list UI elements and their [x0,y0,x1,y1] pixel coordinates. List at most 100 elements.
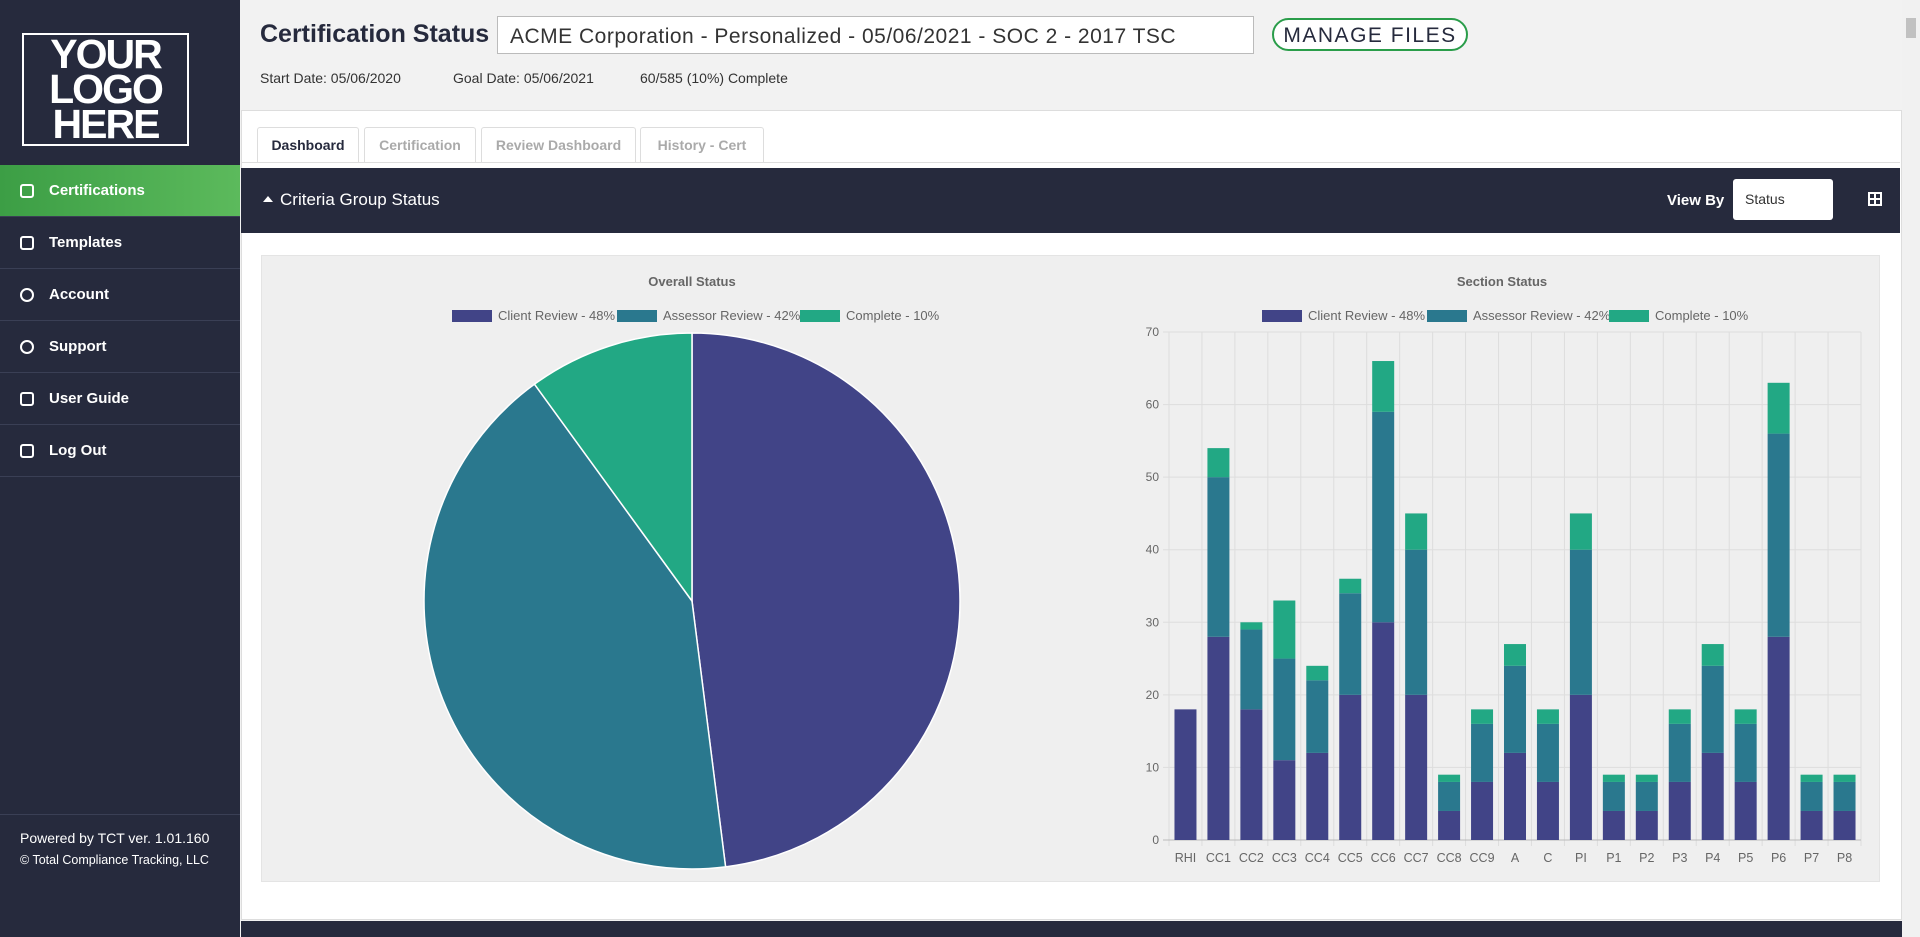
bar-segment [1438,774,1461,782]
bar-segment [1569,549,1592,695]
x-tick-label: P8 [1837,851,1852,865]
section-header: Criteria Group Status View By [241,168,1900,233]
nav-item[interactable]: Support [0,321,240,373]
pie-slice [423,383,727,870]
legend-swatch [617,310,657,322]
nav-item[interactable]: Account [0,269,240,321]
legend-swatch [1427,310,1467,322]
nav-label: Support [49,338,107,355]
bar-segment [1438,781,1461,811]
tab[interactable]: History - Cert [640,127,764,162]
bar-segment [1207,477,1230,637]
chart-title: Overall Status [648,274,735,289]
bar-segment [1668,709,1691,724]
x-tick-label: PI [1575,851,1587,865]
manage-files-button[interactable]: MANAGE FILES [1272,18,1468,51]
bar-segment [1635,774,1658,782]
bar-segment [1240,629,1263,710]
x-tick-label: C [1543,851,1552,865]
scrollbar[interactable] [1902,0,1920,937]
bar-segment [1207,636,1230,840]
nav-label: Templates [49,234,123,251]
bar-segment [1602,781,1625,811]
nav-item[interactable]: Templates [0,217,240,269]
x-tick-label: P7 [1804,851,1819,865]
legend-swatch [1262,310,1302,322]
legend-swatch [1609,310,1649,322]
y-tick-label: 10 [1146,760,1160,774]
bar-segment [1405,694,1428,840]
y-tick-label: 40 [1146,543,1160,557]
bar-segment [1602,774,1625,782]
grid-icon[interactable] [1868,192,1882,206]
bar-segment [1734,781,1757,840]
bar-segment [1372,622,1395,840]
bar-segment [1273,760,1296,840]
bar-segment [1701,665,1724,753]
x-tick-label: P6 [1771,851,1786,865]
chart-title: Section Status [1457,274,1547,289]
x-tick-label: CC9 [1470,851,1495,865]
bar-segment [1504,644,1526,666]
logo-line: LOGO [49,66,164,112]
bar-segment [1372,411,1395,623]
view-by-label: View By [1667,192,1725,209]
bar-segment [1536,709,1559,724]
logo-line: HERE [52,101,161,147]
nav-item[interactable]: User Guide [0,373,240,425]
y-tick-label: 0 [1152,833,1159,847]
bar-segment [1767,433,1790,637]
bar-segment [1273,600,1296,659]
legend-label: Complete - 10% [1655,308,1749,323]
tab[interactable]: Review Dashboard [481,127,636,162]
bar-segment [1504,752,1526,840]
bar-segment [1734,709,1757,724]
logo-line: YOUR [50,31,162,77]
pie-slice [691,332,961,868]
goal-date: Goal Date: 05/06/2021 [453,70,594,86]
page-title: Certification Status [260,20,490,48]
x-tick-label: CC5 [1338,851,1363,865]
legend-swatch [452,310,492,322]
x-tick-label: CC7 [1404,851,1429,865]
x-tick-label: A [1511,851,1520,865]
nav-item[interactable]: Log Out [0,425,240,477]
certification-select[interactable]: ACME Corporation - Personalized - 05/06/… [497,16,1254,54]
bar-segment [1833,781,1856,811]
nav-label: Account [49,286,109,303]
bar-segment [1635,781,1658,811]
legend-label: Client Review - 48% [1308,308,1425,323]
x-tick-label: CC3 [1272,851,1297,865]
y-tick-label: 20 [1146,688,1160,702]
nav-item[interactable]: Certifications [0,165,240,217]
y-tick-label: 30 [1146,615,1160,629]
x-tick-label: CC1 [1206,851,1231,865]
bar-segment [1339,694,1362,840]
bar-segment [1833,774,1856,782]
bar-segment [1306,680,1329,753]
sidebar: YOUR LOGO HERE Certifications Templates … [0,0,240,937]
bar-segment [1504,665,1526,753]
scroll-thumb[interactable] [1906,18,1916,38]
bar-segment [1372,361,1395,412]
bar-segment [1306,665,1329,681]
view-by-select[interactable]: Status [1733,179,1833,220]
collapse-icon[interactable] [263,196,273,202]
tab[interactable]: Dashboard [257,127,359,162]
bar-segment [1833,810,1856,840]
bar-segment [1668,781,1691,840]
bar-segment [1800,774,1823,782]
bar-segment [1767,382,1790,434]
legend-swatch [800,310,840,322]
bar-segment [1306,752,1329,840]
section-title: Criteria Group Status [280,190,440,209]
tab[interactable]: Certification [364,127,476,162]
bar-segment [1240,709,1263,840]
legend-label: Assessor Review - 42% [1473,308,1611,323]
bar-segment [1174,709,1197,840]
bar-segment [1471,709,1494,724]
x-tick-label: RHI [1175,851,1197,865]
bar-segment [1800,810,1823,840]
bar-segment [1339,593,1362,695]
bar-segment [1668,723,1691,782]
